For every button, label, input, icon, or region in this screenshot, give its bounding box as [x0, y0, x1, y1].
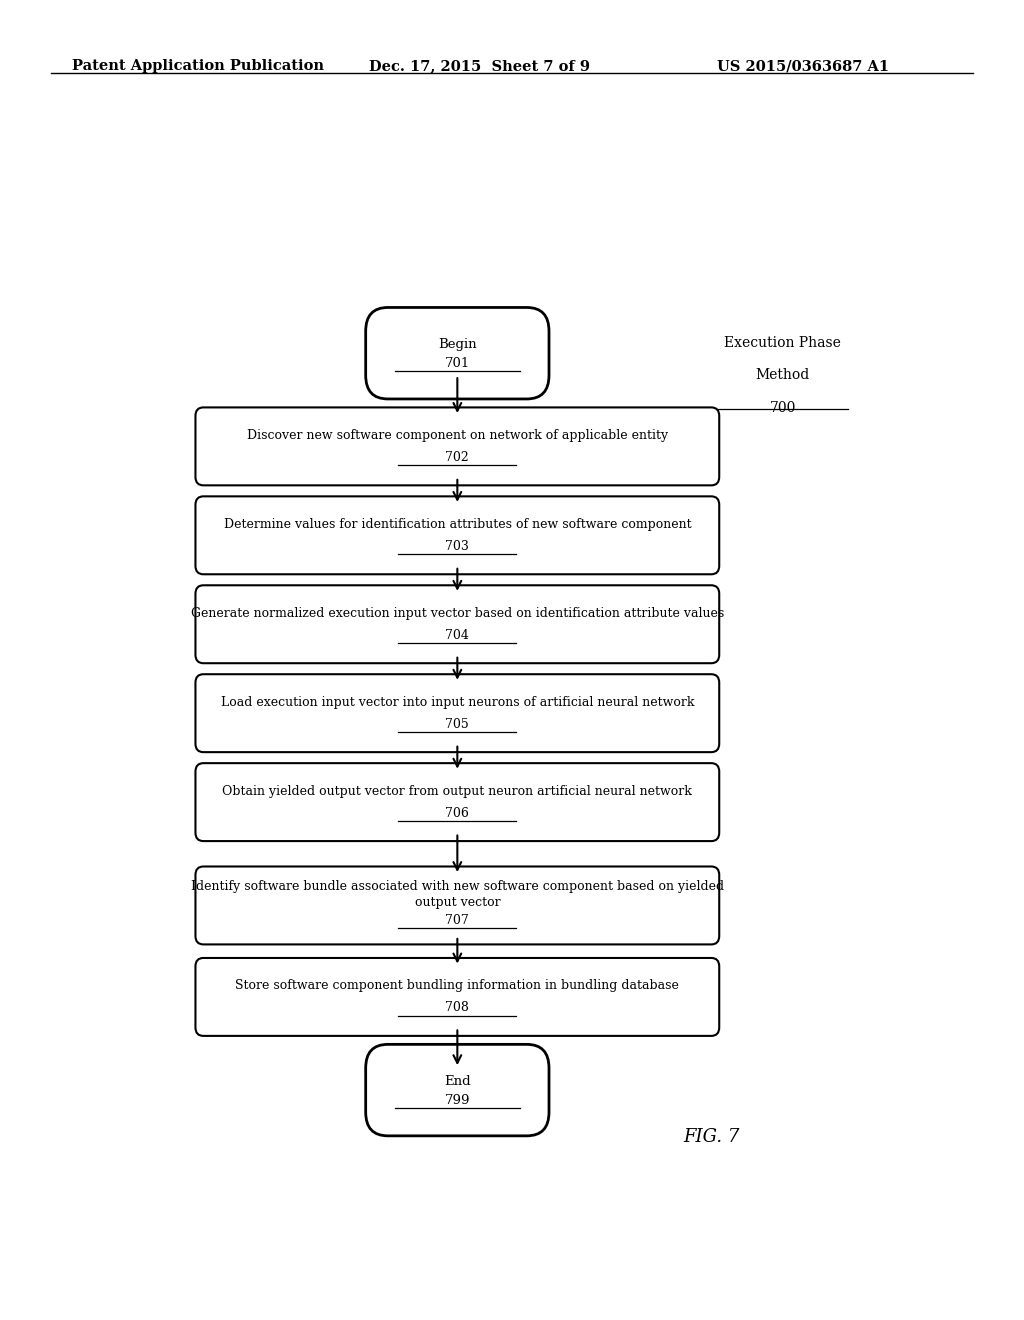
Text: Load execution input vector into input neurons of artificial neural network: Load execution input vector into input n…: [220, 696, 694, 709]
FancyBboxPatch shape: [196, 496, 719, 574]
Text: Store software component bundling information in bundling database: Store software component bundling inform…: [236, 979, 679, 993]
Text: FIG. 7: FIG. 7: [684, 1127, 740, 1146]
FancyBboxPatch shape: [196, 958, 719, 1036]
Text: End: End: [444, 1074, 471, 1088]
Text: Dec. 17, 2015  Sheet 7 of 9: Dec. 17, 2015 Sheet 7 of 9: [369, 59, 590, 74]
Text: 702: 702: [445, 451, 469, 463]
Text: Determine values for identification attributes of new software component: Determine values for identification attr…: [223, 517, 691, 531]
Text: output vector: output vector: [415, 896, 500, 909]
Text: 705: 705: [445, 718, 469, 731]
Text: Method: Method: [756, 368, 810, 383]
FancyBboxPatch shape: [196, 585, 719, 663]
Text: Obtain yielded output vector from output neuron artificial neural network: Obtain yielded output vector from output…: [222, 784, 692, 797]
FancyBboxPatch shape: [196, 408, 719, 486]
Text: 708: 708: [445, 1002, 469, 1015]
FancyBboxPatch shape: [366, 308, 549, 399]
Text: Execution Phase: Execution Phase: [724, 337, 841, 350]
Text: Identify software bundle associated with new software component based on yielded: Identify software bundle associated with…: [190, 880, 724, 894]
FancyBboxPatch shape: [196, 675, 719, 752]
Text: Begin: Begin: [438, 338, 476, 351]
Text: 703: 703: [445, 540, 469, 553]
Text: Generate normalized execution input vector based on identification attribute val: Generate normalized execution input vect…: [190, 607, 724, 619]
Text: 704: 704: [445, 628, 469, 642]
Text: US 2015/0363687 A1: US 2015/0363687 A1: [717, 59, 889, 74]
Text: Patent Application Publication: Patent Application Publication: [72, 59, 324, 74]
FancyBboxPatch shape: [366, 1044, 549, 1135]
Text: 701: 701: [444, 356, 470, 370]
Text: Discover new software component on network of applicable entity: Discover new software component on netwo…: [247, 429, 668, 442]
Text: 799: 799: [444, 1094, 470, 1106]
FancyBboxPatch shape: [196, 763, 719, 841]
Text: 706: 706: [445, 807, 469, 820]
FancyBboxPatch shape: [196, 866, 719, 944]
Text: 707: 707: [445, 915, 469, 927]
Text: 700: 700: [769, 401, 796, 414]
